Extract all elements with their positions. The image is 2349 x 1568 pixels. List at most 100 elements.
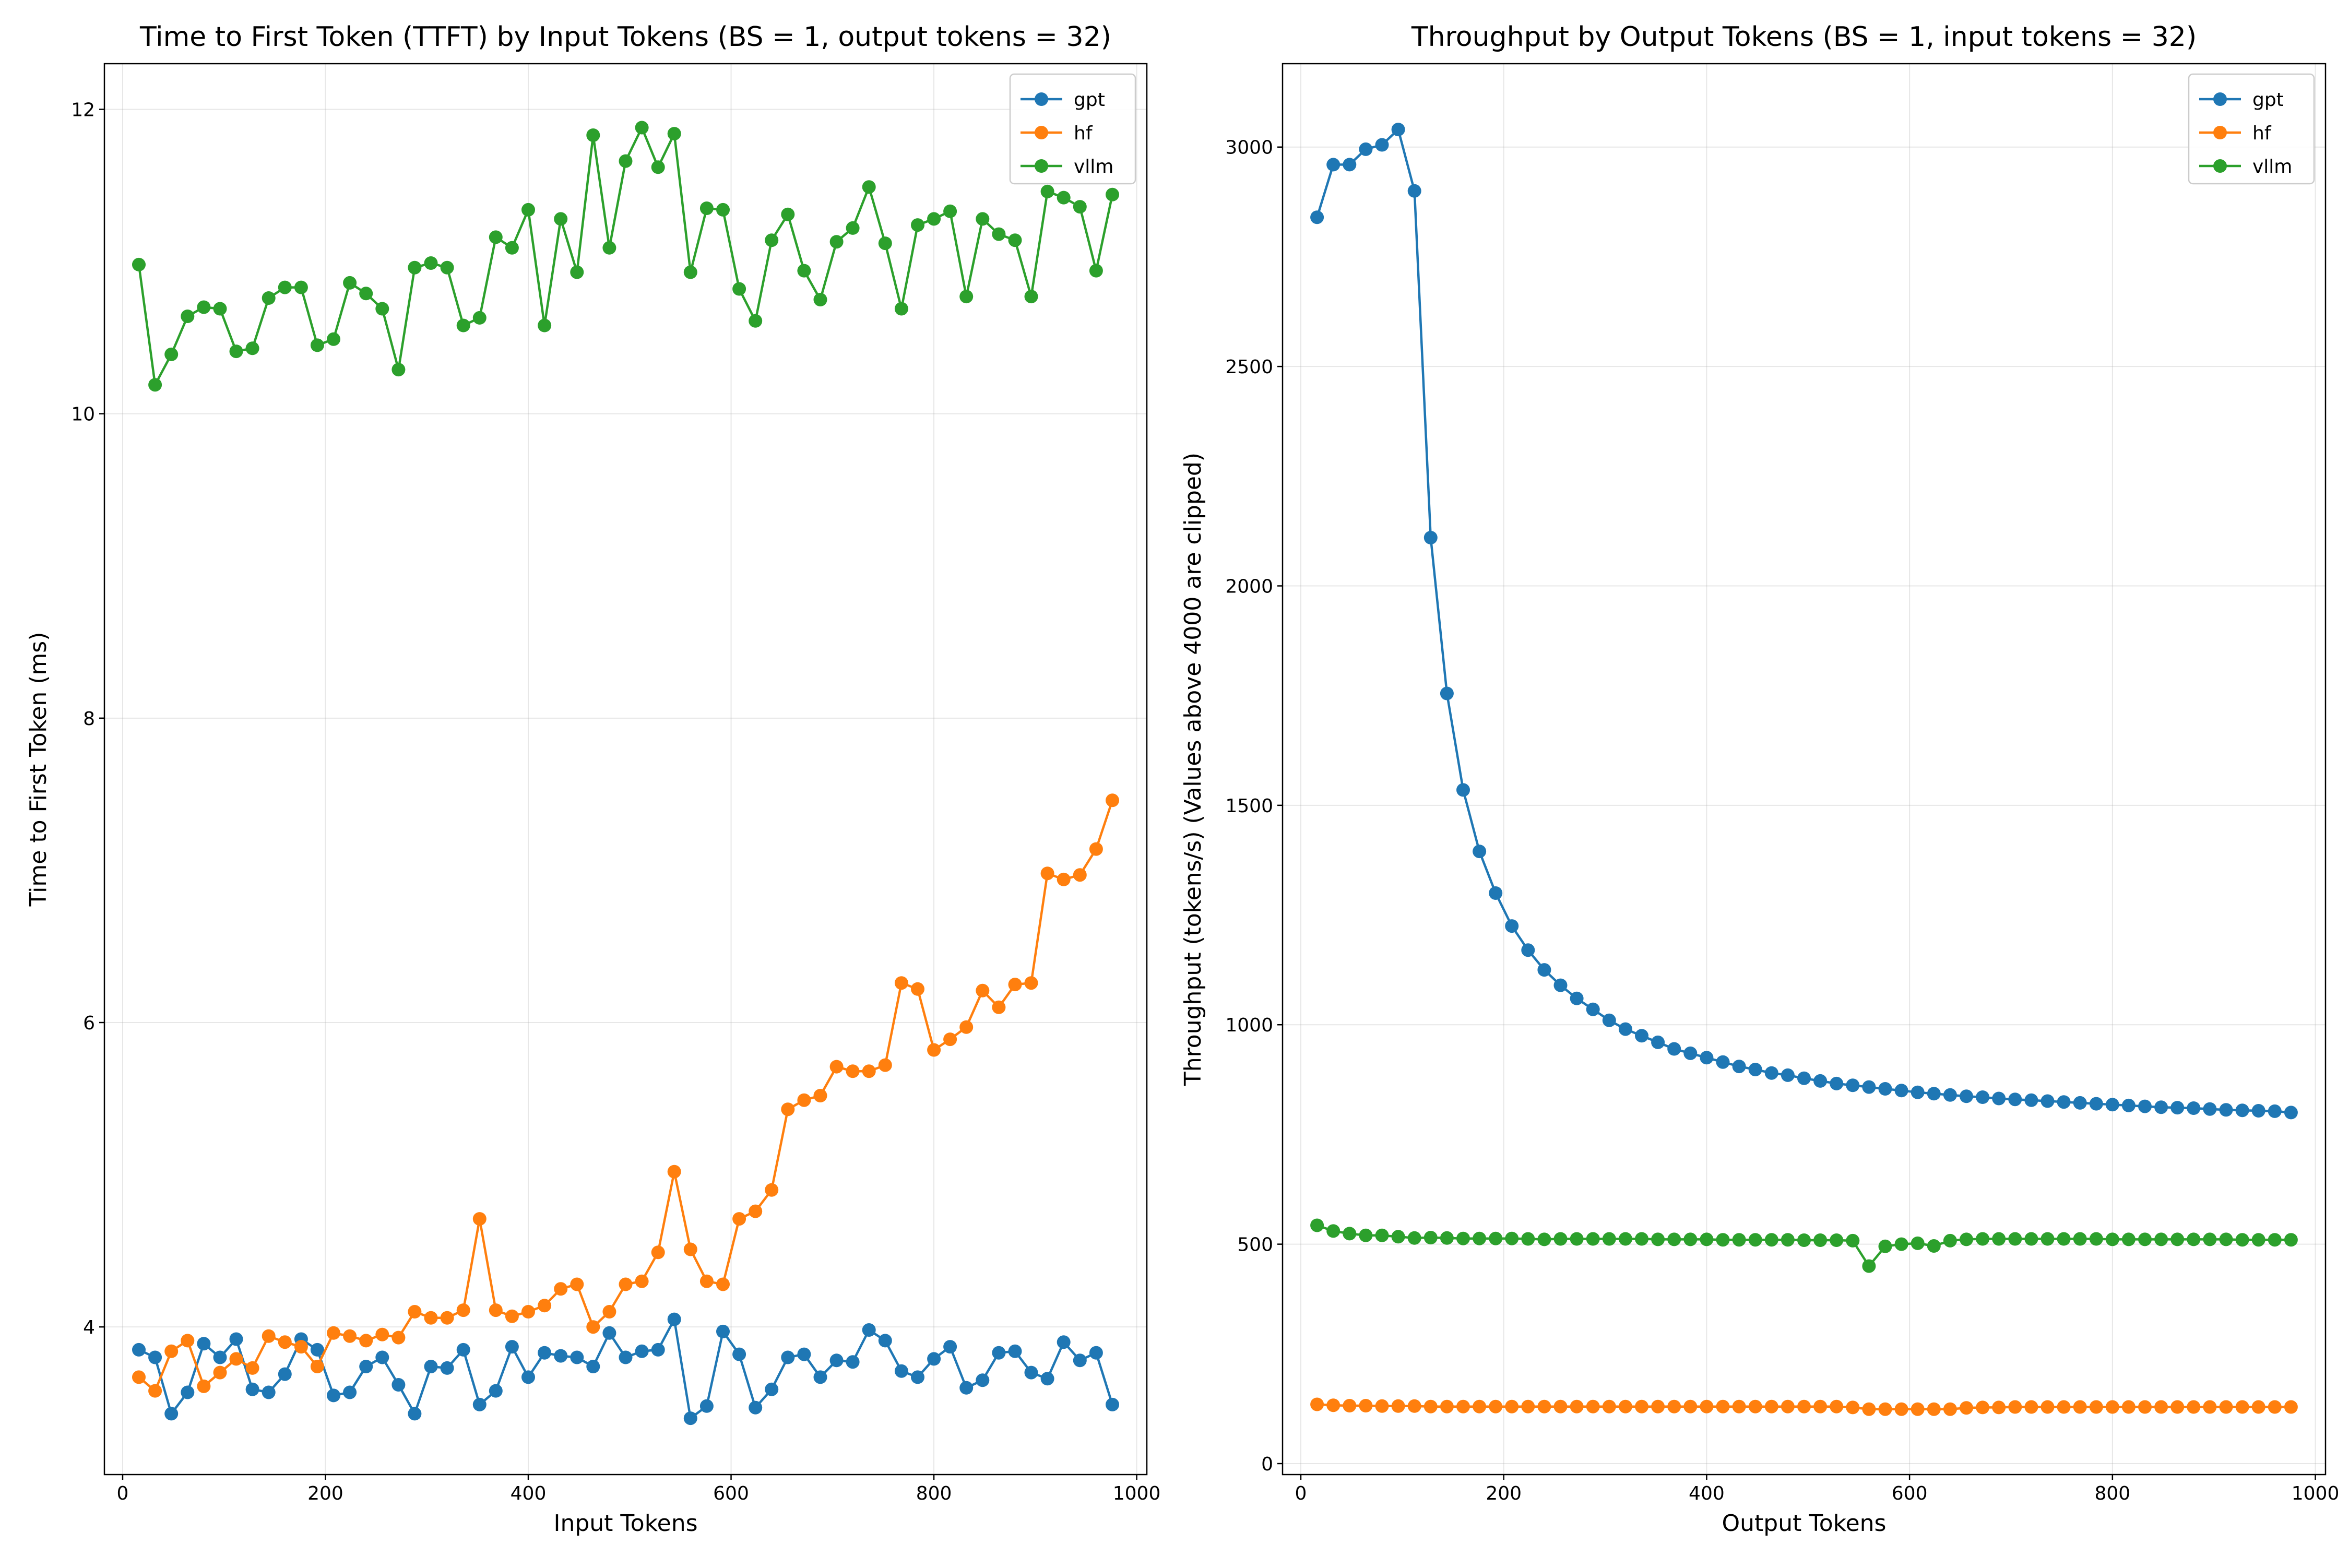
data-point-gpt <box>521 1370 535 1384</box>
chart-panel-2: 0 200 400 600 800 1000 0 500 1000 1500 2000 2500 300… <box>1180 21 2339 1537</box>
data-point-gpt <box>1570 991 1584 1005</box>
data-point-hf <box>1024 976 1038 990</box>
data-point-gpt <box>959 1381 974 1395</box>
data-point-gpt <box>619 1350 633 1364</box>
data-point-vllm <box>1651 1232 1665 1246</box>
y-tick-label: 1000 <box>1225 1015 1273 1036</box>
y-tick-label: 6 <box>83 1013 95 1034</box>
data-point-vllm <box>262 291 276 305</box>
data-point-gpt <box>699 1399 714 1413</box>
data-point-hf <box>1375 1399 1389 1413</box>
data-point-hf <box>472 1212 487 1226</box>
data-point-gpt <box>1489 886 1503 900</box>
data-point-vllm <box>164 347 179 361</box>
data-point-vllm <box>2105 1232 2119 1246</box>
data-point-hf <box>1732 1399 1746 1413</box>
data-point-vllm <box>602 241 616 255</box>
data-point-gpt <box>878 1334 892 1348</box>
data-point-vllm <box>829 235 844 249</box>
data-point-vllm <box>294 280 308 294</box>
data-point-gpt <box>1057 1335 1071 1349</box>
data-point-gpt <box>1602 1013 1616 1027</box>
data-point-hf <box>2024 1400 2038 1414</box>
data-point-hf <box>1089 842 1103 856</box>
data-point-vllm <box>1911 1236 1925 1250</box>
data-point-hf <box>1521 1399 1535 1413</box>
data-point-hf <box>2251 1400 2265 1414</box>
data-point-gpt <box>472 1397 487 1411</box>
data-point-vllm <box>894 302 908 316</box>
data-point-hf <box>1846 1400 1860 1415</box>
data-point-gpt <box>1618 1022 1632 1036</box>
data-point-gpt <box>1992 1091 2006 1106</box>
data-point-hf <box>976 983 990 997</box>
data-point-vllm <box>538 318 552 332</box>
data-point-gpt <box>829 1353 844 1368</box>
data-point-gpt <box>1553 978 1568 992</box>
data-point-hf <box>554 1282 568 1296</box>
data-point-vllm <box>440 260 454 275</box>
data-point-vllm <box>505 241 519 255</box>
data-point-hf <box>862 1064 876 1078</box>
data-point-hf <box>1456 1399 1470 1413</box>
data-point-hf <box>213 1365 227 1380</box>
data-point-vllm <box>213 302 227 316</box>
data-point-vllm <box>878 236 892 251</box>
data-point-hf <box>1797 1399 1811 1413</box>
data-point-vllm <box>1521 1232 1535 1246</box>
data-point-vllm <box>797 264 811 278</box>
data-point-hf <box>1310 1397 1324 1411</box>
data-point-gpt <box>1651 1035 1665 1049</box>
data-point-hf <box>2057 1400 2071 1414</box>
data-point-gpt <box>245 1382 259 1396</box>
data-point-vllm <box>2235 1233 2249 1247</box>
data-point-vllm <box>1781 1233 1795 1247</box>
data-point-gpt <box>813 1370 827 1384</box>
data-point-vllm <box>278 280 292 294</box>
data-point-vllm <box>148 378 162 392</box>
data-point-vllm <box>359 287 373 301</box>
data-point-gpt <box>1911 1085 1925 1099</box>
data-point-gpt <box>992 1346 1006 1360</box>
data-point-vllm <box>1846 1233 1860 1248</box>
data-point-gpt <box>1407 184 1421 198</box>
data-point-gpt <box>911 1370 924 1384</box>
data-point-vllm <box>992 227 1006 241</box>
data-point-hf <box>959 1020 974 1034</box>
data-point-hf <box>1359 1399 1373 1412</box>
data-point-gpt <box>1440 686 1454 700</box>
data-point-hf <box>538 1299 552 1313</box>
data-point-vllm <box>619 154 633 168</box>
data-point-gpt <box>1878 1082 1892 1096</box>
data-point-vllm <box>911 218 924 232</box>
data-point-hf <box>1683 1399 1698 1413</box>
legend-swatch-marker-gpt <box>2213 92 2227 106</box>
data-point-hf <box>1391 1399 1405 1413</box>
data-point-hf <box>1057 872 1071 886</box>
data-point-hf <box>1960 1401 1973 1415</box>
x-tick-label: 0 <box>117 1483 129 1504</box>
data-point-vllm <box>1407 1231 1421 1245</box>
data-point-hf <box>927 1043 941 1057</box>
data-point-gpt <box>375 1350 389 1364</box>
data-point-hf <box>716 1277 730 1291</box>
data-point-vllm <box>570 265 584 279</box>
data-point-gpt <box>327 1388 340 1403</box>
data-point-vllm <box>392 363 406 377</box>
data-point-vllm <box>343 276 357 290</box>
data-point-vllm <box>2057 1232 2071 1246</box>
data-point-gpt <box>2121 1098 2136 1112</box>
data-point-hf <box>943 1032 957 1047</box>
data-point-vllm <box>245 341 259 355</box>
data-point-hf <box>2187 1400 2201 1414</box>
data-point-hf <box>1943 1402 1957 1416</box>
data-point-vllm <box>667 127 681 141</box>
data-point-gpt <box>1473 845 1487 859</box>
data-point-vllm <box>586 128 600 142</box>
data-point-hf <box>1537 1399 1551 1413</box>
data-point-gpt <box>1521 943 1535 957</box>
data-point-gpt <box>1748 1063 1762 1076</box>
data-point-gpt <box>343 1385 357 1399</box>
y-tick-label: 500 <box>1237 1234 1273 1256</box>
data-point-vllm <box>1862 1259 1876 1273</box>
